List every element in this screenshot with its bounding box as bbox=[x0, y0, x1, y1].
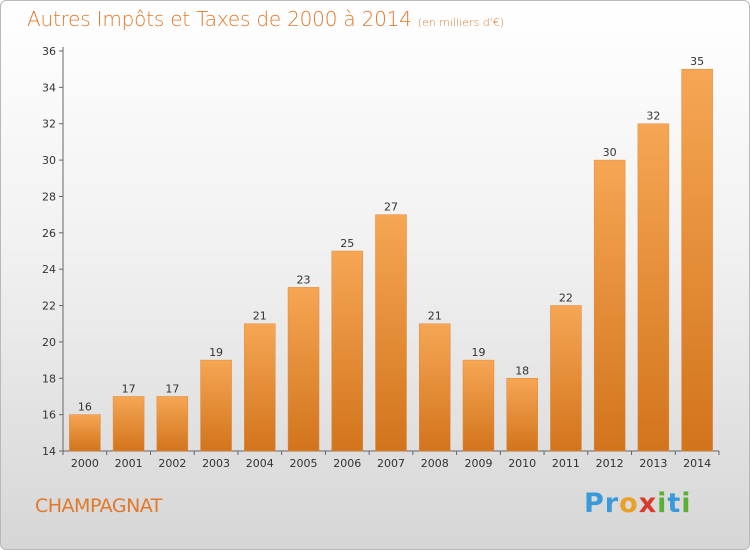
bar bbox=[69, 414, 101, 452]
x-tick-label: 2005 bbox=[290, 457, 318, 470]
y-tick-label: 20 bbox=[42, 336, 56, 349]
y-tick-label: 24 bbox=[42, 263, 56, 276]
bar bbox=[681, 68, 713, 452]
x-tick-labels: 2000 2001 2002 2003 2004 2005 2006 2007 2008 2009… bbox=[71, 457, 711, 470]
bar bbox=[156, 396, 189, 452]
data-label: 22 bbox=[559, 292, 573, 305]
bar bbox=[462, 359, 495, 452]
y-tick-label: 18 bbox=[42, 372, 56, 385]
x-tick-label: 2000 bbox=[71, 457, 99, 470]
chart-title-text: Autres Impôts et Taxes de 2000 à 2014 bbox=[27, 7, 412, 31]
chart-axes: 14 16 18 20 22 24 26 28 30 32 34 36 bbox=[42, 45, 720, 458]
data-label: 17 bbox=[165, 382, 179, 395]
logo-letter: i bbox=[681, 488, 692, 519]
x-tick-label: 2003 bbox=[202, 457, 230, 470]
bar bbox=[244, 323, 276, 452]
bar bbox=[287, 287, 320, 452]
x-tick-label: 2008 bbox=[421, 457, 449, 470]
logo-letter: o bbox=[619, 488, 639, 519]
logo-letter: t bbox=[667, 488, 682, 519]
data-label: 19 bbox=[209, 346, 223, 359]
y-tick-label: 34 bbox=[42, 81, 56, 94]
data-label: 35 bbox=[690, 55, 704, 68]
logo-letter: i bbox=[657, 488, 668, 519]
bar bbox=[200, 359, 232, 452]
y-tick-label: 32 bbox=[42, 118, 56, 131]
x-tick-label: 2011 bbox=[552, 457, 580, 470]
y-tick-label: 36 bbox=[42, 45, 56, 58]
x-tick-label: 2009 bbox=[464, 457, 492, 470]
chart-bars bbox=[69, 68, 713, 452]
data-label: 23 bbox=[297, 273, 311, 286]
x-tick-label: 2013 bbox=[639, 457, 667, 470]
bar bbox=[418, 323, 451, 452]
bar bbox=[550, 305, 582, 452]
bar bbox=[112, 396, 145, 452]
data-label: 16 bbox=[78, 401, 92, 414]
x-tick-label: 2012 bbox=[596, 457, 624, 470]
x-tick-label: 2004 bbox=[246, 457, 274, 470]
data-label: 17 bbox=[122, 382, 136, 395]
y-tick-label: 30 bbox=[42, 154, 56, 167]
bar bbox=[506, 378, 538, 452]
data-label: 25 bbox=[340, 237, 354, 250]
x-tick-label: 2001 bbox=[115, 457, 143, 470]
bar bbox=[593, 159, 626, 452]
data-label: 32 bbox=[646, 110, 660, 123]
x-tick-label: 2006 bbox=[333, 457, 361, 470]
bar bbox=[375, 214, 407, 452]
x-tick-label: 2002 bbox=[158, 457, 186, 470]
value-labels: 16 17 17 19 21 23 25 27 21 19 18 22 30 32 35 bbox=[78, 55, 704, 413]
x-tick-label: 2014 bbox=[683, 457, 711, 470]
x-tick-label: 2007 bbox=[377, 457, 405, 470]
data-label: 21 bbox=[253, 310, 267, 323]
y-tick-label: 26 bbox=[42, 227, 56, 240]
logo-letter: P bbox=[584, 488, 605, 519]
y-tick-label: 22 bbox=[42, 300, 56, 313]
data-label: 30 bbox=[603, 146, 617, 159]
bar bbox=[637, 123, 670, 452]
logo-letter: x bbox=[638, 488, 658, 519]
bar bbox=[331, 250, 364, 452]
data-label: 18 bbox=[515, 364, 529, 377]
x-tick-label: 2010 bbox=[508, 457, 536, 470]
y-tick-label: 14 bbox=[42, 445, 56, 458]
chart-title: Autres Impôts et Taxes de 2000 à 2014 (en… bbox=[27, 7, 504, 31]
chart-unit-note: (en milliers d'€) bbox=[417, 16, 504, 29]
commune-name: CHAMPAGNAT bbox=[35, 495, 162, 517]
logo-letter: r bbox=[604, 488, 620, 519]
proxiti-logo: Proxiti bbox=[584, 488, 692, 519]
data-label: 19 bbox=[471, 346, 485, 359]
y-tick-label: 28 bbox=[42, 190, 56, 203]
y-tick-label: 16 bbox=[42, 409, 56, 422]
data-label: 21 bbox=[428, 310, 442, 323]
data-label: 27 bbox=[384, 201, 398, 214]
